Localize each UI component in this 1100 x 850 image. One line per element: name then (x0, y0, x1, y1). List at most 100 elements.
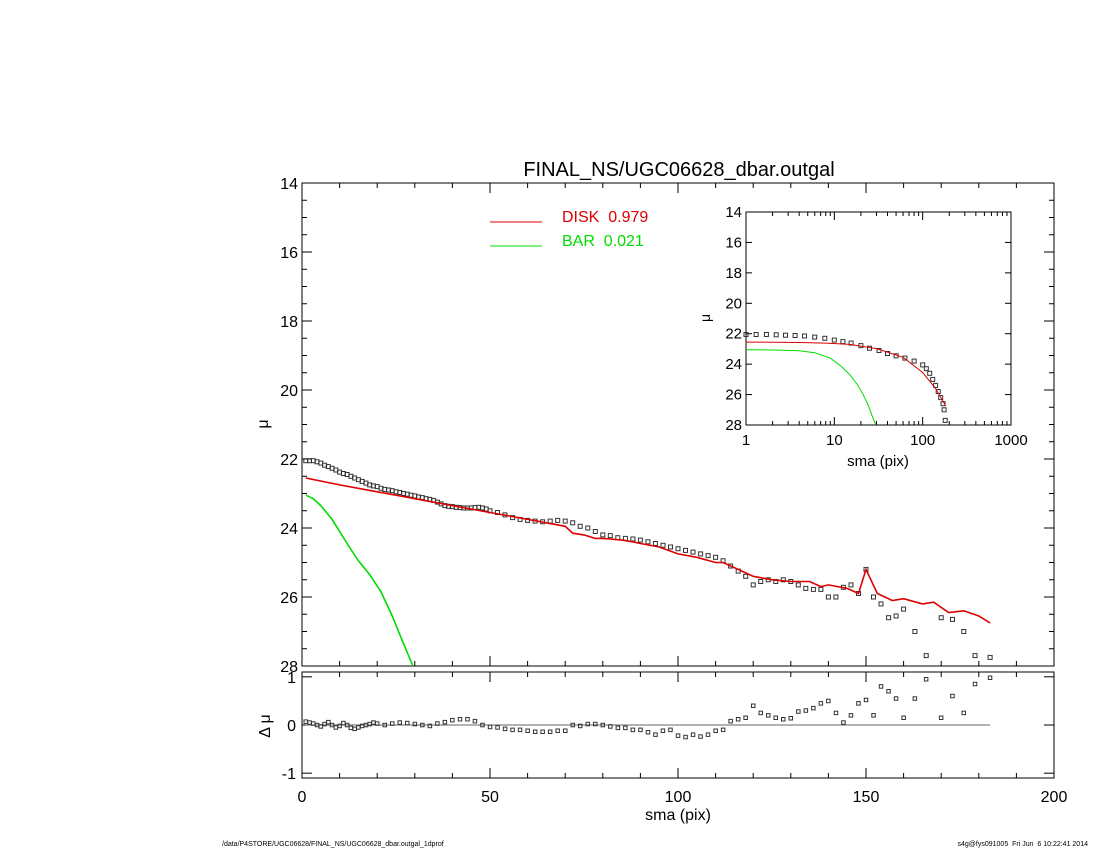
inset-plot-frame (745, 211, 1012, 426)
inset-x-axis-label: sma (pix) (847, 453, 909, 470)
main-y-tick-label: 20 (280, 383, 298, 400)
inset-data-point (783, 332, 788, 338)
inset-x-tick-label: 100 (910, 432, 935, 449)
residual-point (841, 720, 846, 725)
residual-point (950, 693, 955, 699)
residual-point (766, 713, 771, 718)
residual-point (660, 728, 666, 733)
inset-axes: 14 16 18 20 22 24 26 281 10 100 1000 (725, 204, 1027, 449)
inset-disk-line (745, 341, 947, 407)
main-y-tick-label: 14 (280, 176, 298, 193)
main-data-point (630, 536, 636, 542)
inset-data-point (942, 417, 948, 423)
x-tick-label: 100 (665, 789, 692, 806)
residual-point (878, 684, 884, 689)
residual-point (344, 722, 350, 728)
residual-point (690, 732, 696, 737)
residual-point (390, 721, 395, 726)
main-data-point (690, 549, 696, 555)
residual-point (333, 725, 339, 730)
residual-point (713, 728, 718, 733)
main-data-point (758, 579, 764, 584)
residual-point (465, 717, 470, 722)
inset-y-tick-label: 28 (725, 417, 742, 434)
residual-point (645, 730, 651, 735)
residual-point (698, 734, 703, 739)
residual-point (923, 677, 929, 682)
residual-point (826, 698, 831, 704)
main-data-point (938, 615, 944, 621)
residual-point (435, 721, 440, 726)
main-data-point (950, 616, 955, 622)
residual-point (938, 715, 944, 720)
main-y-tick-label: 22 (280, 452, 298, 469)
inset-data-point (743, 332, 749, 337)
residual-point (450, 717, 455, 723)
residual-point (743, 715, 748, 720)
inset-y-tick-label: 26 (725, 387, 742, 404)
legend: DISK 0.979 BAR 0.021 (490, 209, 648, 250)
main-data-point (750, 582, 756, 588)
inset-y-tick-label: 24 (725, 356, 742, 373)
residual-point (525, 728, 530, 733)
residual-point (788, 716, 793, 721)
inset-y-tick-label: 20 (725, 295, 742, 312)
residual-point (502, 726, 508, 732)
main-data-point (780, 577, 786, 583)
residual-point (570, 722, 575, 728)
residual-point (563, 728, 568, 733)
main-data-point (683, 547, 688, 553)
residual-point (412, 721, 418, 727)
residual-point (912, 696, 918, 701)
main-axes: 14 16 18 20 22 24 26 28 (280, 176, 1055, 676)
residual-point (348, 725, 354, 731)
residual-point (472, 718, 478, 724)
inset-data-point (753, 332, 759, 337)
main-data-point (912, 629, 918, 634)
residual-point (326, 719, 331, 725)
main-data-point (893, 613, 899, 619)
main-data-point (562, 518, 568, 524)
main-data-point (810, 586, 816, 592)
residual-point (517, 727, 523, 733)
main-data-point (577, 523, 583, 529)
residual-point (675, 733, 681, 738)
main-data-point (645, 539, 651, 545)
residual-point (532, 729, 538, 734)
inset-data-point (822, 335, 828, 341)
residual-point (318, 724, 324, 729)
x-tick-label: 200 (1041, 789, 1068, 806)
main-data-point (585, 525, 591, 531)
inset-y-axis-label: μ (697, 314, 713, 322)
residual-point (863, 697, 869, 703)
bar-model-line (305, 494, 414, 667)
residual-point (593, 721, 598, 727)
inset-bar-line (745, 349, 877, 426)
main-data-point (570, 520, 576, 526)
main-y-axis-label: μ (255, 419, 272, 428)
residual-point (307, 720, 312, 725)
inset-y-tick-label: 16 (725, 234, 742, 251)
main-data-point (833, 594, 839, 600)
residual-point (705, 732, 711, 737)
residual-point (811, 705, 816, 711)
inset-data-point (802, 333, 807, 339)
residual-point (374, 721, 380, 726)
main-y-tick-label: 16 (280, 245, 298, 262)
main-data-point (713, 554, 719, 560)
residual-point (848, 713, 854, 718)
main-data-point (987, 654, 993, 660)
x-axis-label: sma (pix) (645, 807, 711, 824)
inset-data-point (763, 332, 769, 337)
residual-point (638, 727, 643, 733)
main-data-point (972, 653, 978, 659)
main-data-point (886, 615, 892, 621)
residual-point (303, 719, 308, 724)
chart-title: FINAL_NS/UGC06628_dbar.outgal (523, 159, 834, 181)
residual-point (578, 723, 583, 729)
residual-point (600, 722, 605, 728)
residual-point (781, 717, 786, 722)
residual-point (510, 727, 515, 733)
residual-point (540, 729, 545, 734)
inset-data-point (930, 376, 936, 382)
